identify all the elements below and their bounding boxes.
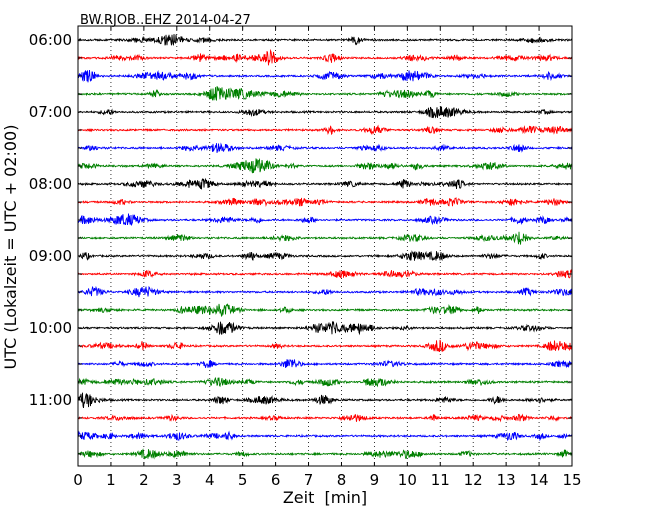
axis-ticks <box>77 26 573 466</box>
trace-line <box>77 142 573 153</box>
trace-line <box>77 321 573 336</box>
x-tick-label: 15 <box>562 471 581 489</box>
waveform-traces <box>77 34 573 460</box>
trace-line <box>77 69 573 83</box>
x-tick-label: 13 <box>497 471 516 489</box>
y-tick-label: 06:00 <box>29 31 72 49</box>
x-tick-label: 9 <box>370 471 380 489</box>
x-axis-label: Zeit [min] <box>283 488 367 507</box>
trace-line <box>77 377 573 388</box>
x-tick-label: 1 <box>106 471 116 489</box>
trace-line <box>77 106 573 119</box>
plot-frame <box>77 25 573 467</box>
x-tick-label: 2 <box>139 471 149 489</box>
y-tick-label: 10:00 <box>29 319 72 337</box>
trace-line <box>77 392 573 409</box>
trace-line <box>77 124 573 136</box>
trace-line <box>77 285 573 298</box>
x-tick-label: 8 <box>337 471 347 489</box>
x-tick-label: 12 <box>464 471 483 489</box>
y-tick-label: 11:00 <box>29 391 72 409</box>
trace-line <box>77 86 573 101</box>
y-tick-label: 07:00 <box>29 103 72 121</box>
trace-line <box>78 197 573 207</box>
trace-line <box>77 448 573 460</box>
x-tick-label: 5 <box>238 471 248 489</box>
y-tick-label: 09:00 <box>29 247 72 265</box>
trace-line <box>77 34 573 46</box>
trace-line <box>77 213 573 226</box>
trace-line <box>77 359 573 369</box>
trace-line <box>77 303 573 317</box>
x-tick-label: 7 <box>304 471 314 489</box>
trace-line <box>77 430 573 442</box>
x-tick-label: 6 <box>271 471 281 489</box>
x-tick-labels: 0 1 2 3 4 5 6 7 8 9 10 11 12 13 14 15 <box>73 471 581 489</box>
trace-line <box>77 268 573 279</box>
chart-title: BW.RJOB..EHZ 2014-04-27 <box>80 13 251 28</box>
y-tick-label: 08:00 <box>29 175 72 193</box>
y-tick-labels: 06:00 07:00 08:00 09:00 10:00 11:00 <box>29 31 72 409</box>
trace-line <box>77 177 573 190</box>
x-tick-label: 10 <box>398 471 417 489</box>
trace-line <box>77 413 573 423</box>
trace-line <box>77 339 573 353</box>
x-tick-label: 4 <box>205 471 215 489</box>
trace-line <box>77 157 573 174</box>
x-tick-label: 3 <box>172 471 182 489</box>
x-tick-label: 0 <box>73 471 83 489</box>
trace-line <box>77 231 573 245</box>
y-axis-label: UTC (Lokalzeit = UTC + 02:00) <box>1 125 20 370</box>
grid-lines <box>110 26 540 466</box>
trace-line <box>77 250 573 262</box>
trace-line <box>77 48 573 66</box>
x-tick-label: 14 <box>530 471 549 489</box>
x-tick-label: 11 <box>431 471 450 489</box>
